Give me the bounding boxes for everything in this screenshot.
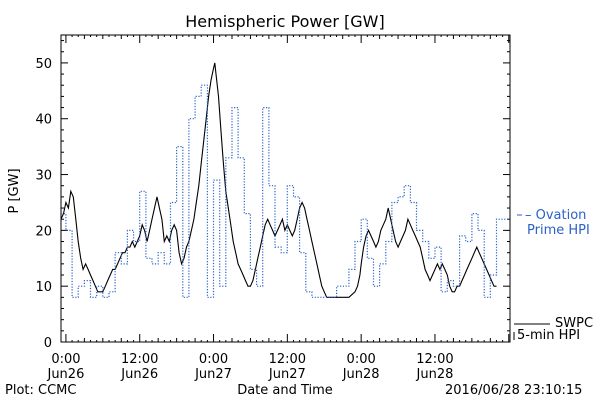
- x-axis: 0:00Jun2612:00Jun260:00Jun2712:00Jun270:…: [46, 35, 510, 382]
- x-tick-date-label: Jun27: [194, 367, 232, 382]
- ovation-hpi-line: [61, 84, 510, 298]
- plot-frame: [60, 34, 511, 343]
- ovation-legend-line1: – Ovation: [525, 208, 586, 223]
- series-group: [60, 62, 510, 298]
- x-tick-time-label: 12:00: [269, 352, 306, 367]
- x-tick-date-label: Jun26: [120, 367, 158, 382]
- y-tick-label: 40: [35, 113, 52, 128]
- y-tick-label: 30: [35, 169, 52, 184]
- x-tick-time-label: 0:00: [199, 352, 228, 367]
- x-tick-time-label: 12:00: [416, 352, 453, 367]
- ovation-legend-line2: Prime HPI: [527, 223, 590, 238]
- swpc-legend-line1: SWPC: [555, 316, 593, 331]
- x-tick-time-label: 0:00: [347, 352, 376, 367]
- x-tick-date-label: Jun26: [46, 367, 84, 382]
- y-tick-label: 20: [35, 224, 52, 239]
- x-tick-date-label: Jun28: [416, 367, 454, 382]
- x-axis-label: Date and Time: [237, 383, 333, 398]
- y-tick-label: 0: [44, 336, 52, 351]
- y-axis-label: P [GW]: [7, 168, 22, 213]
- x-tick-date-label: Jun28: [342, 367, 380, 382]
- swpc-hpi-line: [60, 62, 497, 298]
- x-tick-time-label: 0:00: [51, 352, 80, 367]
- swpc-legend-line2: 5-min HPI: [517, 328, 580, 343]
- x-tick-time-label: 12:00: [121, 352, 158, 367]
- y-tick-label: 50: [35, 57, 52, 72]
- x-tick-date-label: Jun27: [268, 367, 306, 382]
- y-axis: 0 10 20 30 40 50: [35, 40, 510, 351]
- plot-timestamp: 2016/06/28 23:10:15: [445, 383, 582, 398]
- y-tick-label: 10: [35, 280, 52, 295]
- chart-title: Hemispheric Power [GW]: [185, 12, 384, 31]
- plot-credit: Plot: CCMC: [5, 383, 76, 398]
